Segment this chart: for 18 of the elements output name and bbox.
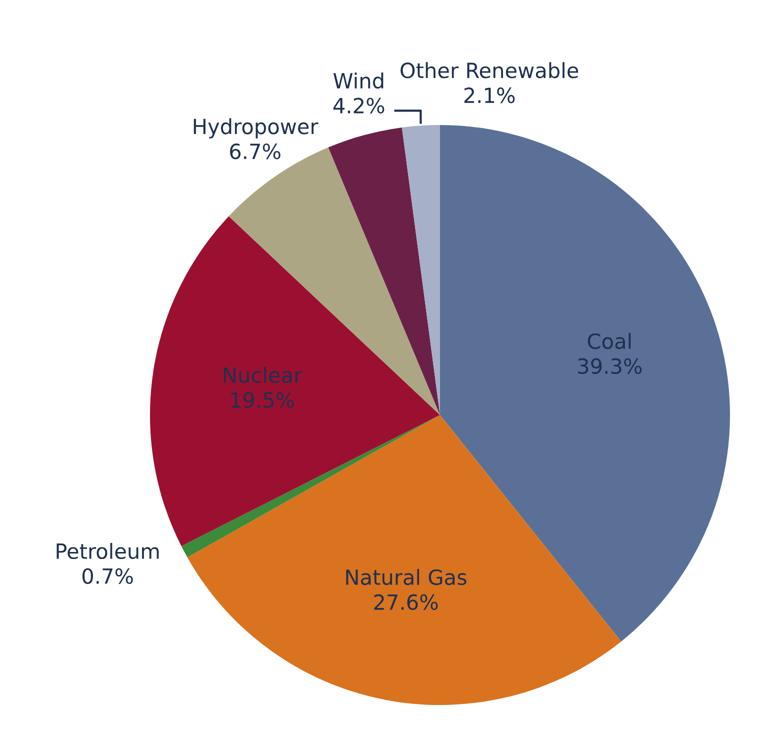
pie-slice: [181, 415, 440, 558]
pie-slice: [402, 125, 440, 415]
data-label: 0.7%: [82, 568, 133, 584]
slice-label: Hydropower: [194, 118, 318, 138]
data-label: 27.6%: [374, 594, 438, 610]
pie-slice: [187, 415, 622, 705]
data-label: 4.2%: [333, 98, 384, 114]
slice-label: Other Renewable: [400, 62, 578, 78]
data-label: 6.7%: [230, 143, 280, 160]
data-label: 19.5%: [231, 392, 294, 408]
slice-label: Petroleum: [56, 542, 159, 560]
slice-label: Wind: [333, 72, 384, 89]
data-label: 2.1%: [464, 87, 515, 104]
slice-label: Coal: [588, 332, 631, 350]
slice-label: Nuclear: [224, 366, 302, 383]
data-label: 39.3%: [578, 358, 642, 374]
pie-slice: [328, 128, 440, 415]
slice-label: Natural Gas: [346, 568, 466, 586]
